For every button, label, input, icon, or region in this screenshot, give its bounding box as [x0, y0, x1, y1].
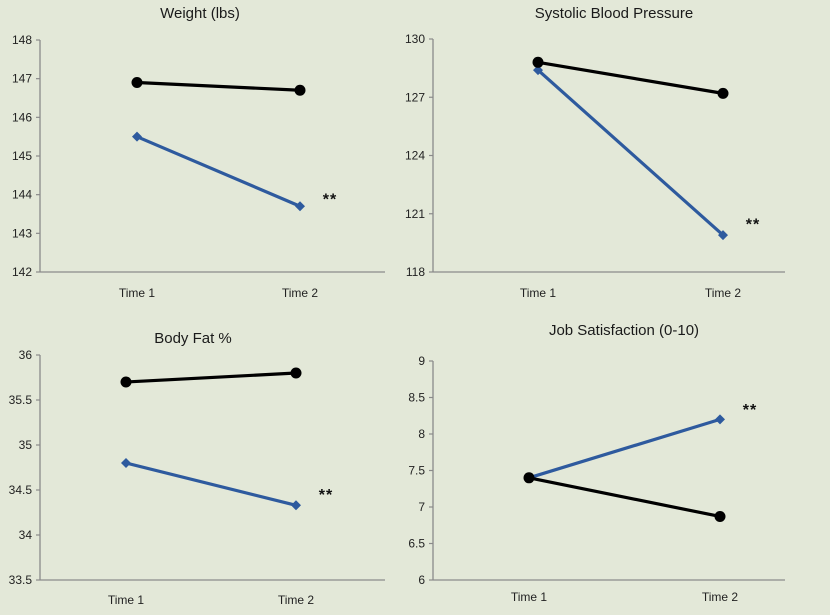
series-line: [135, 135, 302, 208]
data-point: [290, 367, 302, 379]
x-tick-label: Time 2: [282, 286, 319, 300]
data-point: [131, 77, 143, 89]
data-point: [715, 414, 725, 425]
y-tick-label: 7: [418, 500, 425, 514]
x-tick-label: Time 2: [278, 593, 315, 607]
y-tick-label: 145: [12, 149, 32, 163]
data-point: [120, 376, 132, 388]
chart-panel-1: Weight (lbs) 142 143 144 145 146 147 148 Time 1 T…: [12, 5, 385, 300]
data-point: [121, 458, 131, 468]
data-point: [291, 500, 301, 511]
x-tick-label: Time 1: [520, 286, 557, 300]
y-tick-label: 147: [12, 72, 32, 86]
series-line: [536, 60, 725, 95]
y-tick-label: 9: [418, 354, 425, 368]
y-tick-label: 144: [12, 188, 32, 202]
data-point: [533, 65, 543, 76]
significance-marker: **: [743, 402, 757, 419]
y-tick-label: 35: [19, 438, 33, 452]
series-blue: [132, 131, 305, 212]
chart-panel-4: Job Satisfaction (0-10) 6 6.5 7 7.5 8 8.5 9 Time…: [408, 322, 785, 604]
x-tick-label: Time 2: [705, 286, 742, 300]
data-point: [714, 510, 726, 522]
series-black: [523, 472, 726, 522]
y-tick-label: 33.5: [9, 573, 33, 587]
x-tick-label: Time 1: [511, 590, 548, 604]
chart-panel-3: Body Fat % 33.5 34 34.5 35 35.5 36 Time 1 Time 2…: [9, 330, 385, 607]
series-line: [527, 417, 722, 480]
data-point: [532, 56, 544, 68]
y-tick-label: 142: [12, 265, 32, 279]
data-point: [294, 84, 306, 96]
y-tick-label: 121: [405, 207, 425, 221]
x-tick-label: Time 1: [108, 593, 145, 607]
chart-title: Systolic Blood Pressure: [535, 5, 693, 22]
significance-marker: **: [323, 192, 337, 209]
series-black: [532, 56, 729, 99]
series-line: [135, 80, 302, 92]
series-blue: [533, 65, 728, 241]
x-tick-label: Time 2: [702, 590, 739, 604]
chart-title: Job Satisfaction (0-10): [549, 322, 699, 339]
y-tick-label: 36: [19, 348, 33, 362]
y-tick-label: 127: [405, 90, 425, 104]
y-tick-label: 118: [406, 265, 425, 279]
series-line: [527, 476, 722, 519]
chart-panel-2: Systolic Blood Pressure 118 121 124 127 130 Ti…: [405, 5, 785, 300]
series-blue: [524, 414, 725, 483]
data-point: [718, 230, 728, 241]
data-point: [523, 472, 535, 484]
significance-marker: **: [746, 217, 760, 234]
y-tick-label: 130: [405, 32, 425, 46]
y-tick-label: 146: [12, 110, 32, 124]
data-point: [132, 131, 142, 142]
y-tick-label: 8: [418, 427, 425, 441]
series-black: [120, 367, 302, 388]
y-tick-label: 7.5: [408, 464, 425, 478]
y-tick-label: 143: [12, 226, 32, 240]
chart-title: Weight (lbs): [160, 5, 240, 22]
y-tick-label: 148: [12, 33, 32, 47]
data-point: [717, 87, 729, 99]
y-tick-label: 34.5: [9, 483, 33, 497]
series-black: [131, 77, 306, 96]
y-tick-label: 6: [418, 573, 425, 587]
data-point: [295, 201, 305, 212]
x-tick-label: Time 1: [119, 286, 156, 300]
y-tick-label: 35.5: [9, 393, 33, 407]
series-line: [536, 68, 725, 237]
significance-marker: **: [319, 487, 333, 504]
y-tick-label: 8.5: [408, 391, 425, 405]
series-line: [124, 461, 298, 507]
series-line: [124, 371, 298, 384]
y-tick-label: 34: [19, 528, 33, 542]
y-tick-label: 124: [405, 149, 425, 163]
y-tick-label: 6.5: [408, 537, 425, 551]
chart-title: Body Fat %: [154, 330, 232, 347]
series-blue: [121, 458, 301, 511]
